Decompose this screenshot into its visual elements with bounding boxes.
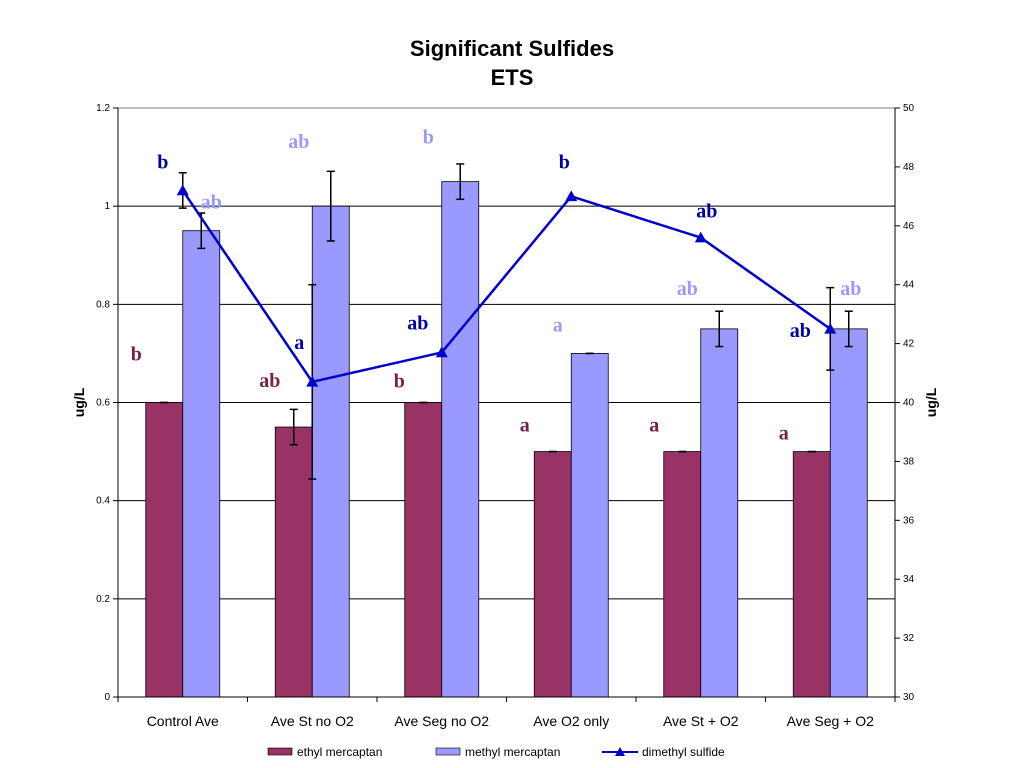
line-series [176,172,837,480]
sig-label-methyl-mercaptan: a [553,314,563,336]
bar-methyl-mercaptan [829,328,868,698]
right-tick-label: 42 [903,339,915,350]
right-tick-label: 34 [903,574,915,585]
sig-label-dimethyl-sulfide: ab [407,312,428,334]
point-dimethyl-sulfide [176,184,189,196]
sig-label-methyl-mercaptan: ab [840,278,861,300]
left-tick-label: 1.2 [96,103,110,114]
point-dimethyl-sulfide [306,375,319,387]
sig-label-methyl-mercaptan: ab [288,131,309,153]
left-tick-label: 0.4 [96,496,110,507]
line-dimethyl-sulfide [181,189,831,384]
legend-swatch-marker [615,747,625,756]
x-tick-label: Control Ave [147,713,219,729]
left-tick-label: 0.2 [96,594,110,605]
x-tick-label: Ave Seg no O2 [394,713,489,729]
gridlines [117,107,896,698]
right-tick-label: 32 [903,633,915,644]
legend: ethyl mercaptan methyl mercaptan dimethyl … [267,745,725,759]
bar-ethyl-mercaptan [663,451,702,698]
legend-label: ethyl mercaptan [297,745,382,759]
right-tick-label: 36 [903,515,915,526]
x-tick-label: Ave St + O2 [663,713,739,729]
x-tick-label: Ave St no O2 [271,713,354,729]
x-tick-label: Ave O2 only [533,713,609,729]
legend-swatch [267,747,293,756]
sig-label-ethyl-mercaptan: a [520,415,530,437]
subtitle-line: ETS [490,65,534,90]
sig-label-methyl-mercaptan: ab [201,192,222,214]
legend-label: dimethyl sulfide [642,745,725,759]
sig-label-ethyl-mercaptan: a [779,423,789,445]
left-tick-label: 0.6 [96,398,110,409]
bar-methyl-mercaptan [311,205,350,698]
point-dimethyl-sulfide [565,190,578,202]
y-axis-label: ug/L [71,387,87,417]
point-dimethyl-sulfide [824,322,837,334]
bar-ethyl-mercaptan [533,451,572,698]
sig-label-methyl-mercaptan: b [423,127,434,149]
sig-label-dimethyl-sulfide: ab [790,320,811,342]
bar-methyl-mercaptan [570,353,609,698]
sig-label-ethyl-mercaptan: b [394,371,405,393]
sig-label-dimethyl-sulfide: a [294,332,304,354]
left-tick-label: 0.8 [96,299,110,310]
x-tick-label: Ave Seg + O2 [787,713,875,729]
legend-swatch [435,747,461,756]
point-dimethyl-sulfide [435,346,448,358]
title-line: Significant Sulfides [409,36,615,61]
bar-ethyl-mercaptan [792,451,831,698]
bar-series [145,163,868,698]
axes: 0 0.2 0.4 0.6 0.8 1 1.2 30 32 34 36 38 40 42 44 46 48 50 C… [71,103,939,729]
sig-label-methyl-mercaptan: ab [677,278,698,300]
bar-ethyl-mercaptan [404,402,443,698]
legend-label: methyl mercaptan [465,745,560,759]
bar-ethyl-mercaptan [145,402,184,698]
right-tick-label: 50 [903,103,915,114]
sig-label-ethyl-mercaptan: ab [259,370,280,392]
left-tick-label: 1 [104,201,110,212]
left-tick-label: 0 [104,692,110,703]
sig-label-dimethyl-sulfide: ab [696,201,717,223]
chart-title: Significant Sulfides ETS [0,34,1024,92]
right-tick-label: 38 [903,456,915,467]
right-tick-label: 46 [903,221,915,232]
bar-ethyl-mercaptan [274,426,313,698]
sig-label-ethyl-mercaptan: b [131,344,142,366]
sig-label-ethyl-mercaptan: a [649,415,659,437]
right-tick-label: 30 [903,692,915,703]
bar-methyl-mercaptan [182,230,221,698]
sig-label-dimethyl-sulfide: b [157,151,168,173]
y2-axis-label: ug/L [923,387,939,417]
point-dimethyl-sulfide [694,231,707,243]
bar-methyl-mercaptan [700,328,739,698]
bar-methyl-mercaptan [441,181,480,698]
sig-label-dimethyl-sulfide: b [559,151,570,173]
right-tick-label: 44 [903,280,915,291]
right-tick-label: 40 [903,398,915,409]
right-tick-label: 48 [903,162,915,173]
